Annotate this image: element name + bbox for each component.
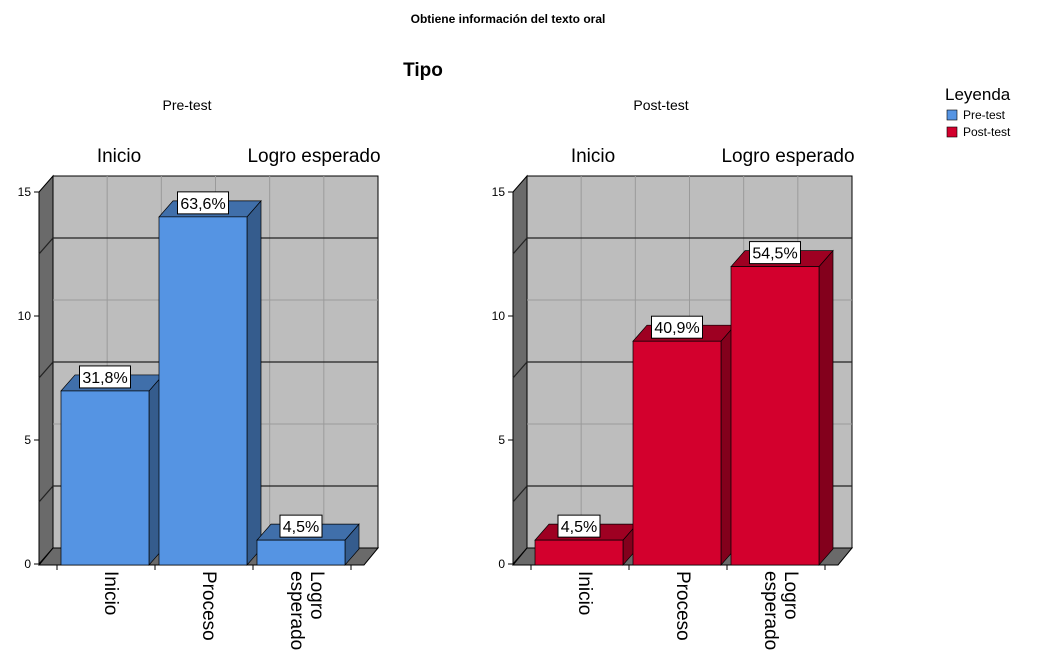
- top-axis-label: Inicio: [97, 146, 141, 167]
- bar-front: [256, 539, 346, 566]
- bar-front: [60, 390, 150, 566]
- legend-swatch-pre-test: [946, 109, 958, 121]
- x-tick-label: Logroesperado: [286, 571, 327, 650]
- bar-front: [534, 539, 624, 566]
- data-label-box: [557, 514, 601, 538]
- wall-grid-line: [512, 237, 528, 255]
- x-tick-label: Proceso: [198, 571, 219, 641]
- wall-grid-line: [512, 485, 528, 503]
- data-label: 4,5%: [283, 519, 319, 536]
- legend-swatch-post-test: [946, 126, 958, 138]
- bar-pre-test-proceso: 63,6%: [158, 191, 262, 566]
- bar-front: [158, 216, 248, 566]
- y-tick-label: 0: [24, 557, 31, 571]
- bar-front: [632, 340, 722, 566]
- bar-post-test-logro-esperado: 54,5%: [730, 241, 834, 566]
- legend-label-post-test: Post-test: [963, 125, 1011, 139]
- x-tick-label: Proceso: [672, 571, 693, 641]
- y-tick-label: 15: [492, 185, 506, 199]
- panel-title-post-test: Post-test: [633, 97, 688, 113]
- bar-post-test-inicio: 4,5%: [534, 514, 638, 566]
- data-label: 54,5%: [752, 246, 797, 263]
- y-tick-label: 10: [18, 309, 32, 323]
- x-tick-label: Logroesperado: [760, 571, 801, 650]
- data-label: 40,9%: [654, 320, 699, 337]
- data-label-box: [749, 241, 801, 265]
- panel-pre-test: 0 5 10 15 Pre-test Inicio Logro esperado 31,8% 6…: [18, 97, 381, 650]
- y-tick-label: 15: [18, 185, 32, 199]
- panel-post-test: 0 5 10 15 Post-test Inicio Logro esperado 4,5% 4…: [492, 97, 855, 650]
- y-tick-label: 0: [498, 557, 505, 571]
- bar-side: [818, 249, 834, 566]
- top-axis-label: Logro esperado: [247, 146, 380, 167]
- legend-label-pre-test: Pre-test: [963, 108, 1006, 122]
- top-axis-label: Logro esperado: [721, 146, 854, 167]
- bar-post-test-proceso: 40,9%: [632, 315, 736, 566]
- bar-pre-test-inicio: 31,8%: [60, 365, 164, 566]
- x-tick-label: Inicio: [574, 571, 595, 615]
- panel-title-pre-test: Pre-test: [162, 97, 211, 113]
- chart-title: Obtiene información del texto oral: [411, 12, 606, 26]
- y-tick-label: 5: [498, 433, 505, 447]
- data-label-box: [279, 514, 323, 538]
- data-label-box: [177, 191, 229, 215]
- bar-side: [246, 199, 262, 566]
- wall-grid-line: [38, 237, 54, 255]
- bar-front: [730, 266, 820, 566]
- top-axis-label: Inicio: [571, 146, 615, 167]
- legend-title: Leyenda: [945, 85, 1011, 104]
- data-label-box: [651, 315, 703, 339]
- data-label-box: [79, 365, 131, 389]
- wall-grid-line: [38, 361, 54, 379]
- data-label: 31,8%: [82, 370, 127, 387]
- x-tick-label: Inicio: [100, 571, 121, 615]
- wall-grid-line: [512, 361, 528, 379]
- legend: Leyenda Pre-test Post-test: [945, 85, 1011, 139]
- data-label: 63,6%: [180, 196, 225, 213]
- wall-grid-line: [38, 485, 54, 503]
- chart-subtitle: Tipo: [403, 60, 443, 81]
- y-tick-label: 5: [24, 433, 31, 447]
- data-label: 4,5%: [561, 519, 597, 536]
- bar-pre-test-logro-esperado: 4,5%: [256, 514, 360, 566]
- y-tick-label: 10: [492, 309, 506, 323]
